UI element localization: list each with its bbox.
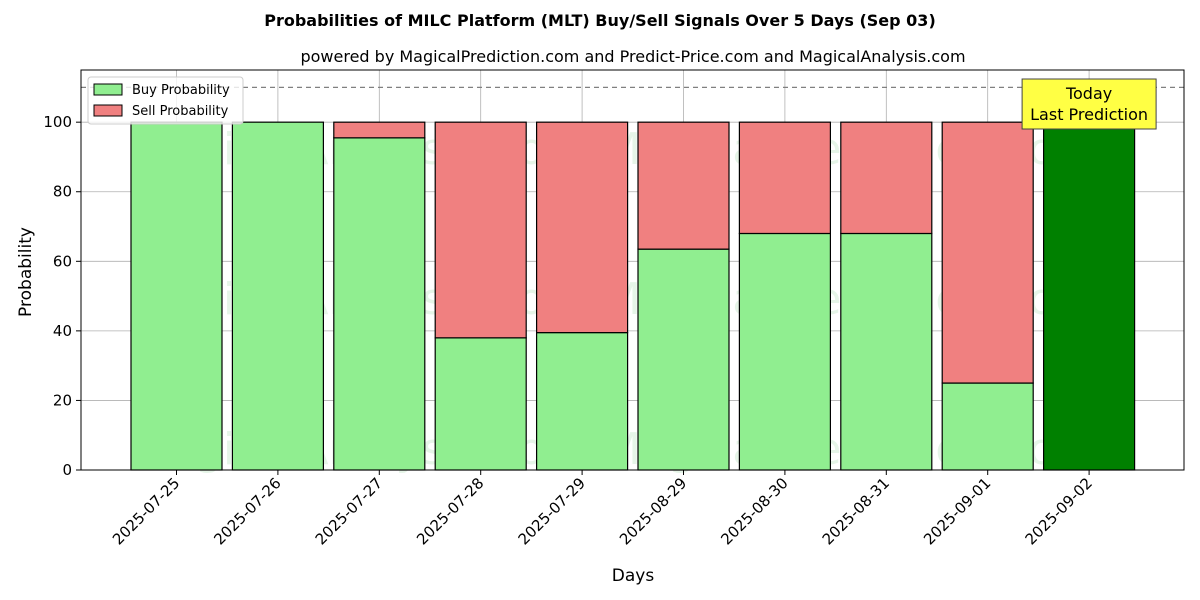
y-tick-label: 80	[53, 183, 72, 201]
x-tick-label: 2025-08-30	[717, 474, 791, 548]
sell-bar	[333, 121, 426, 139]
legend-box	[87, 76, 244, 125]
annotation-line2: Last Prediction	[1030, 105, 1148, 124]
x-tick-label: 2025-08-31	[819, 474, 893, 548]
legend: Buy Probability Sell Probability	[87, 76, 244, 125]
buy-bar	[130, 121, 223, 471]
legend-swatch	[93, 83, 123, 96]
buy-bar	[840, 232, 933, 471]
y-tick-label: 60	[53, 252, 72, 270]
buy-bar	[535, 332, 629, 471]
buy-bar	[738, 232, 832, 471]
buy-bar	[637, 248, 730, 471]
x-tick-label: 2025-09-01	[920, 474, 994, 548]
buy-bar	[941, 382, 1034, 471]
legend-label: Sell Probability	[132, 104, 229, 119]
x-tick-label: 2025-07-27	[312, 474, 386, 548]
x-axis-label: Days	[612, 566, 655, 586]
x-tick-label: 2025-08-29	[616, 474, 690, 548]
buy-bar	[231, 121, 324, 471]
y-tick-label: 40	[53, 322, 72, 340]
sell-bar	[434, 121, 527, 339]
legend-label: Buy Probability	[132, 83, 230, 98]
x-tick-label: 2025-07-29	[515, 474, 589, 548]
sell-bar	[535, 121, 629, 334]
buy-bar	[333, 137, 426, 471]
sell-bar	[941, 121, 1034, 384]
bars-layer	[81, 86, 1184, 471]
legend-swatch	[93, 104, 123, 117]
annotation-box	[1021, 78, 1157, 130]
sell-bar	[840, 121, 933, 235]
sell-bar	[738, 121, 832, 235]
y-axis-label: Probability	[16, 227, 36, 317]
chart-title: Probabilities of MILC Platform (MLT) Buy…	[264, 11, 936, 30]
x-tick-label: 2025-09-02	[1022, 474, 1096, 548]
chart-subtitle: powered by MagicalPrediction.com and Pre…	[300, 47, 965, 66]
today-annotation: Today Last Prediction	[1021, 78, 1157, 130]
plot-frame	[80, 69, 1185, 471]
x-tick-label: 2025-07-25	[109, 474, 183, 548]
x-tick-label: 2025-07-28	[413, 474, 487, 548]
buy-bar	[434, 337, 527, 471]
x-tick-label: 2025-07-26	[210, 474, 284, 548]
buy-bar	[1042, 121, 1136, 471]
y-tick-label: 100	[43, 113, 72, 131]
y-tick-label: 0	[62, 461, 72, 479]
annotation-line1: Today	[1065, 84, 1112, 103]
sell-bar	[637, 121, 730, 250]
y-tick-label: 20	[53, 391, 72, 409]
